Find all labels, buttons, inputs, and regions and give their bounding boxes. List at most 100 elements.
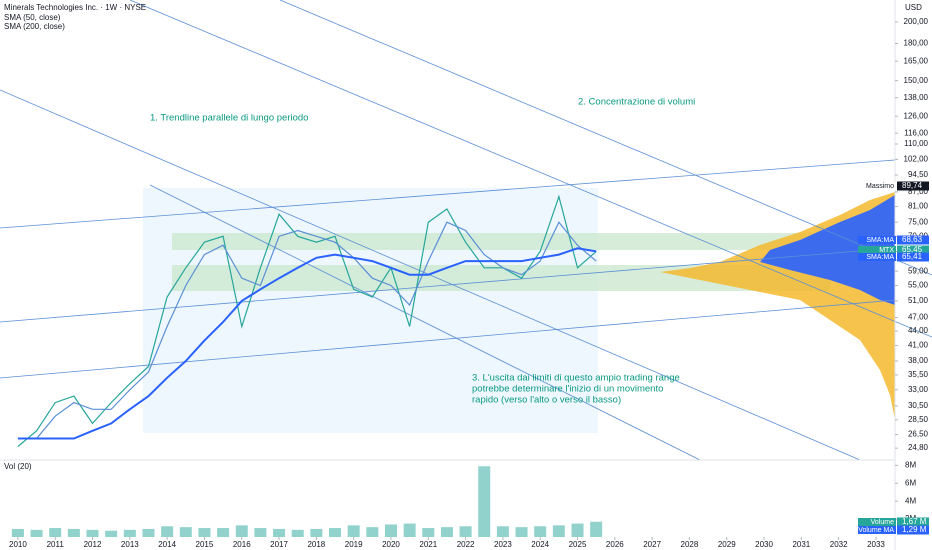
volume-bar (478, 466, 491, 537)
x-tick-label: 2012 (84, 540, 102, 549)
volume-bar (161, 526, 174, 537)
x-tick-label: 2017 (270, 540, 288, 549)
volume-bar (366, 527, 379, 537)
x-tick-label: 2014 (158, 540, 176, 549)
annotation: potrebbe determinare l'inizio di un movi… (472, 384, 663, 395)
trendline (0, 247, 896, 323)
indicator-label: SMA (50, close) (4, 13, 61, 22)
y-tick-label: 116,00 (904, 128, 928, 137)
x-tick-label: 2031 (792, 540, 810, 549)
volume-bar (440, 527, 453, 537)
annotation: 2. Concentrazione di volumi (578, 97, 695, 108)
volume-bar (534, 526, 547, 537)
marker-name-bg (858, 518, 896, 526)
y-tick-label: 44,00 (908, 326, 929, 335)
marker-name-bg (858, 526, 896, 534)
price-line (17, 221, 597, 440)
indicator-label: SMA (200, close) (4, 22, 65, 31)
y2-tick-label: 8M (905, 460, 916, 469)
y-tick-label: 38,00 (908, 356, 929, 365)
volume-bar (291, 529, 304, 537)
x-tick-label: 2010 (9, 540, 27, 549)
marker-value: 1,67 M (902, 517, 927, 526)
marker-value-bg (897, 181, 929, 191)
y-tick-label: 51,00 (908, 296, 929, 305)
x-tick-label: 2021 (419, 540, 437, 549)
x-tick-label: 2019 (345, 540, 363, 549)
x-tick-label: 2011 (47, 540, 65, 549)
trendline (149, 184, 701, 461)
volume-bar (403, 523, 416, 537)
marker-value: 89,74 (902, 181, 923, 190)
y-tick-label: 126,00 (904, 111, 929, 120)
volume-bar (273, 528, 286, 537)
x-tick-label: 2028 (681, 540, 699, 549)
y-tick-label: 26,50 (908, 430, 929, 439)
marker-value-bg (897, 235, 929, 245)
marker-value-bg (897, 525, 929, 535)
y-tick-label: 28,50 (908, 415, 929, 424)
annotation: rapido (verso l'alto o verso il basso) (472, 395, 621, 406)
trendline (279, 0, 932, 276)
volume-bar (590, 521, 603, 537)
x-tick-label: 2013 (121, 540, 139, 549)
volume-bar (384, 524, 397, 537)
marker-name-bg (858, 236, 896, 244)
y-tick-label: 138,00 (904, 93, 929, 102)
x-tick-label: 2020 (382, 540, 400, 549)
volume-bar (571, 523, 584, 537)
marker-name: Volume (871, 519, 894, 526)
y-tick-label: 102,00 (904, 155, 929, 164)
x-tick-label: 2027 (643, 540, 661, 549)
price-line (17, 247, 597, 440)
y-tick-label: 165,00 (904, 56, 929, 65)
volume-bar (552, 525, 565, 537)
marker-value-bg (897, 252, 929, 262)
x-tick-label: 2015 (196, 540, 214, 549)
x-tick-label: 2023 (494, 540, 512, 549)
volume-bar (179, 527, 192, 537)
volume-bar (422, 528, 435, 537)
trading-range-box (143, 188, 598, 433)
marker-value-bg (897, 517, 929, 527)
x-tick-label: 2016 (233, 540, 251, 549)
volume-bar (30, 529, 43, 537)
marker-name: SMA:MA (866, 254, 894, 261)
marker-value-bg (897, 245, 929, 255)
volume-bar (515, 527, 528, 537)
x-tick-label: 2032 (830, 540, 848, 549)
volume-bar (310, 528, 323, 537)
volume-bar (329, 528, 342, 537)
marker-value: 1,29 M (902, 525, 927, 534)
volume-bar (254, 528, 267, 537)
y-tick-label: 59,00 (908, 266, 929, 275)
x-tick-label: 2025 (569, 540, 587, 549)
volume-bar (86, 529, 99, 537)
marker-value: 68,63 (902, 235, 923, 244)
marker-name: Volume MA (858, 527, 894, 534)
volume-bar (123, 529, 136, 537)
volume-bar (198, 528, 211, 537)
volume-bar (459, 526, 472, 537)
volume-title: Vol (20) (4, 462, 32, 471)
marker-name: Massimo (866, 183, 894, 190)
volume-bar (105, 530, 118, 537)
x-tick-label: 2033 (867, 540, 885, 549)
currency: USD (905, 3, 922, 12)
x-tick-label: 2024 (531, 540, 549, 549)
volume-bar (235, 525, 248, 537)
marker-value: 65,45 (902, 245, 923, 254)
y-tick-label: 75,00 (908, 217, 929, 226)
y-tick-label: 150,00 (904, 76, 929, 85)
trendline (0, 159, 896, 229)
y-tick-label: 94,50 (908, 170, 929, 179)
volume-bar (49, 528, 62, 537)
marker-name: MTX (879, 247, 894, 254)
price-line (17, 194, 597, 447)
y-tick-label: 200,00 (904, 17, 929, 26)
marker-name-bg (858, 253, 896, 261)
x-tick-label: 2018 (307, 540, 325, 549)
volume-bar (11, 528, 24, 537)
y-tick-label: 110,00 (904, 139, 928, 148)
volume-zone (172, 233, 830, 250)
